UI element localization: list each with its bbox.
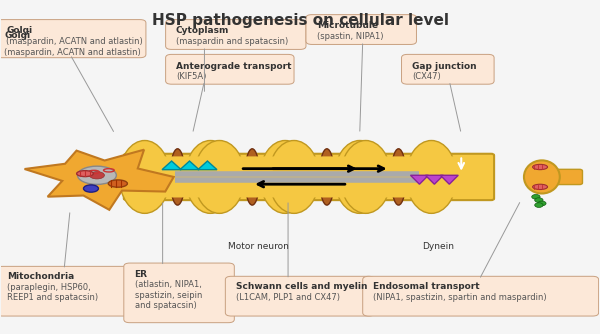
Ellipse shape	[533, 184, 548, 189]
Ellipse shape	[533, 164, 548, 170]
Text: Microtubule: Microtubule	[317, 21, 378, 30]
Text: Dynein: Dynein	[422, 241, 454, 250]
Text: Schwann cells and myelin: Schwann cells and myelin	[236, 282, 368, 291]
Text: Golgi: Golgi	[4, 31, 31, 40]
Ellipse shape	[260, 141, 310, 213]
Text: (atlastin, NIPA1,
spastizin, seipin
and spatacsin): (atlastin, NIPA1, spastizin, seipin and …	[134, 280, 202, 310]
Text: (CX47): (CX47)	[412, 72, 441, 81]
Text: Motor neuron: Motor neuron	[229, 241, 289, 250]
Ellipse shape	[77, 171, 94, 177]
Ellipse shape	[334, 141, 385, 213]
FancyBboxPatch shape	[124, 154, 494, 200]
FancyBboxPatch shape	[553, 169, 583, 185]
FancyBboxPatch shape	[306, 15, 416, 44]
Ellipse shape	[269, 141, 319, 213]
Ellipse shape	[406, 141, 457, 213]
Text: (L1CAM, PLP1 and CX47): (L1CAM, PLP1 and CX47)	[236, 293, 340, 302]
FancyBboxPatch shape	[166, 54, 294, 84]
Circle shape	[538, 201, 546, 206]
Polygon shape	[410, 175, 428, 184]
FancyBboxPatch shape	[226, 276, 374, 316]
FancyBboxPatch shape	[0, 20, 146, 58]
Text: (KIF5A): (KIF5A)	[176, 72, 206, 81]
Circle shape	[532, 194, 540, 199]
Text: (spastin, NIPA1): (spastin, NIPA1)	[317, 32, 383, 41]
Ellipse shape	[340, 141, 391, 213]
Ellipse shape	[524, 160, 560, 193]
FancyBboxPatch shape	[124, 263, 235, 323]
Text: ER: ER	[134, 270, 148, 279]
Text: Endosomal transport: Endosomal transport	[373, 282, 480, 291]
FancyBboxPatch shape	[401, 54, 494, 84]
Circle shape	[535, 203, 543, 207]
Ellipse shape	[119, 141, 170, 213]
Ellipse shape	[319, 149, 334, 205]
Ellipse shape	[194, 141, 245, 213]
Text: Anterograde transport: Anterograde transport	[176, 62, 291, 71]
Text: Gap junction: Gap junction	[412, 62, 477, 71]
Text: (maspardin and spatacsin): (maspardin and spatacsin)	[176, 37, 288, 46]
Polygon shape	[198, 161, 217, 170]
Ellipse shape	[77, 166, 116, 184]
Circle shape	[535, 198, 543, 202]
FancyBboxPatch shape	[131, 156, 487, 197]
Polygon shape	[162, 161, 181, 170]
Ellipse shape	[83, 185, 98, 192]
Ellipse shape	[108, 180, 127, 187]
FancyBboxPatch shape	[363, 276, 599, 316]
FancyBboxPatch shape	[166, 20, 306, 49]
FancyBboxPatch shape	[0, 267, 134, 316]
Ellipse shape	[391, 149, 406, 205]
Ellipse shape	[245, 149, 260, 205]
Text: (paraplegin, HSP60,
REEP1 and spatacsin): (paraplegin, HSP60, REEP1 and spatacsin)	[7, 283, 98, 302]
Text: HSP pathogenesis on cellular level: HSP pathogenesis on cellular level	[151, 13, 449, 28]
Ellipse shape	[89, 172, 104, 179]
Text: Mitochondria: Mitochondria	[7, 272, 74, 281]
Polygon shape	[425, 175, 443, 184]
Polygon shape	[440, 175, 458, 184]
Polygon shape	[25, 150, 173, 210]
Ellipse shape	[170, 149, 185, 205]
Text: (maspardin, ACATN and atlastin): (maspardin, ACATN and atlastin)	[6, 37, 143, 46]
Text: (maspardin, ACATN and atlastin): (maspardin, ACATN and atlastin)	[4, 48, 141, 57]
Text: Cytoplasm: Cytoplasm	[176, 26, 229, 35]
Ellipse shape	[185, 141, 236, 213]
Text: (NIPA1, spastizin, spartin and maspardin): (NIPA1, spastizin, spartin and maspardin…	[373, 293, 547, 302]
Polygon shape	[180, 161, 199, 170]
Text: Golgi: Golgi	[6, 26, 32, 35]
